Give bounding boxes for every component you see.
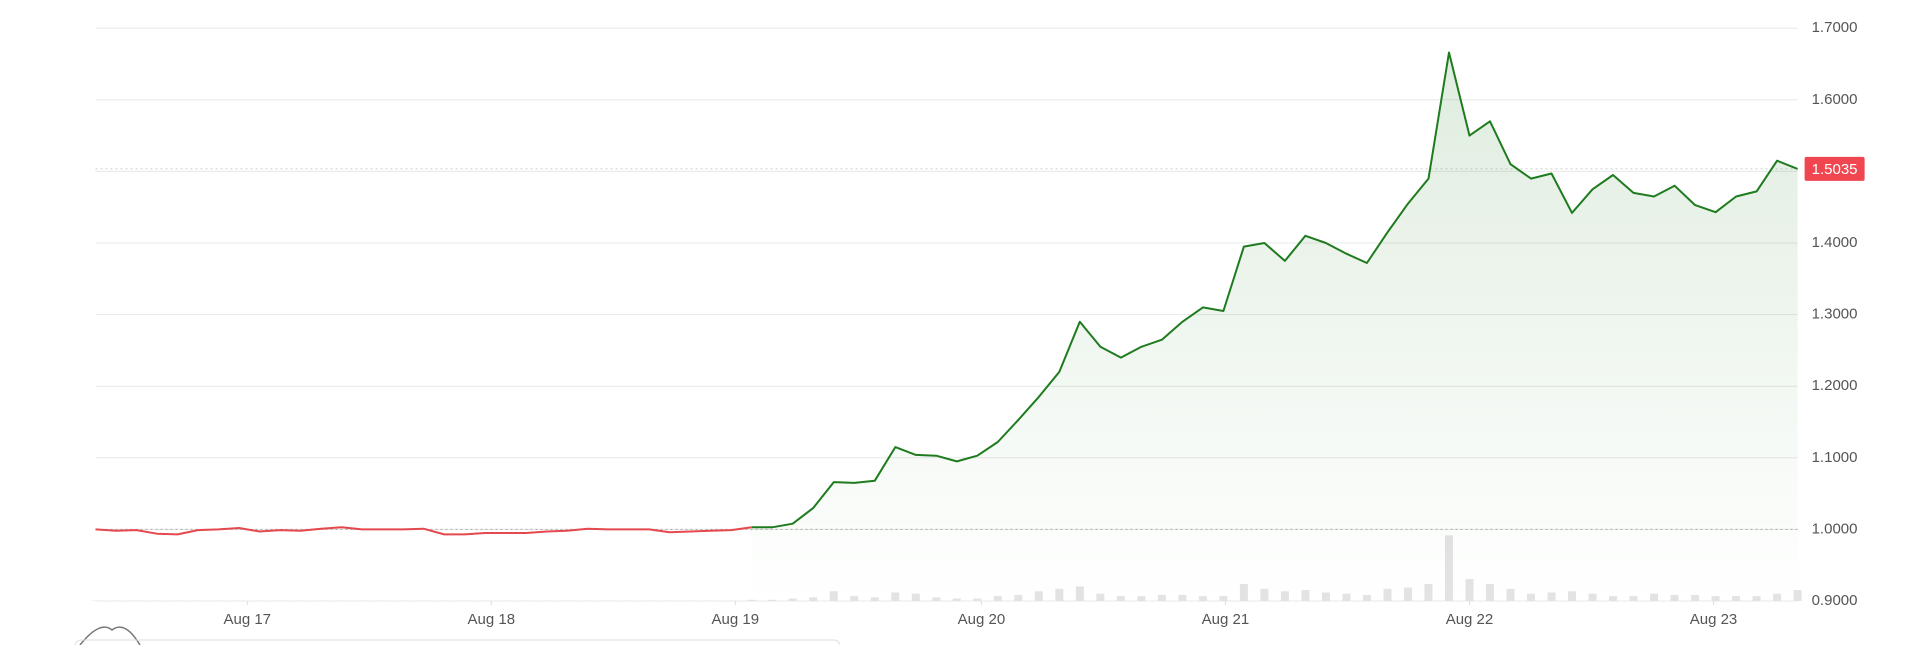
last-price-badge: [1804, 156, 1865, 181]
x-tick-label: Aug 19: [712, 611, 760, 628]
y-tick-label: 1.0000: [1812, 520, 1858, 537]
y-tick-label: 1.3000: [1812, 306, 1858, 323]
area: [751, 52, 1798, 601]
navigator[interactable]: [74, 639, 841, 645]
y-tick-label: 1.7000: [1812, 19, 1858, 36]
navigator-icon[interactable]: [79, 626, 141, 645]
y-tick-label: 0.9000: [1812, 592, 1858, 609]
price-line: [95, 526, 752, 536]
x-tick-label: Aug 17: [223, 611, 271, 628]
x-tick-label: Aug 18: [468, 611, 516, 628]
x-tick-label: Aug 23: [1690, 611, 1738, 628]
y-tick-label: 1.1000: [1812, 449, 1858, 466]
y-tick-label: 1.2000: [1812, 377, 1858, 394]
x-tick-label: Aug 21: [1202, 611, 1250, 628]
x-tick-label: Aug 20: [958, 611, 1006, 628]
last-price-label: 1.5035: [1812, 161, 1858, 178]
y-tick-label: 1.6000: [1812, 91, 1858, 108]
x-tick-label: Aug 22: [1446, 611, 1494, 628]
price-line: [751, 51, 1798, 529]
y-tick-label: 1.4000: [1812, 234, 1858, 251]
